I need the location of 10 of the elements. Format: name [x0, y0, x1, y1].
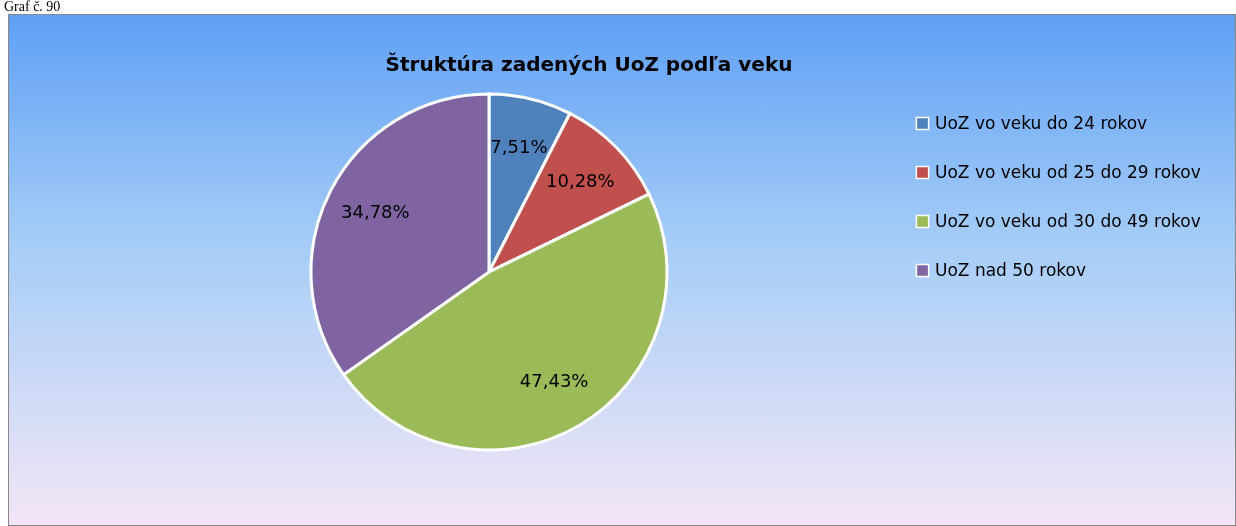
- data-label: 7,51%: [490, 135, 548, 157]
- data-label: 47,43%: [519, 370, 589, 392]
- data-label: 10,28%: [546, 170, 615, 192]
- legend-label: UoZ vo veku od 25 do 29 rokov: [935, 161, 1201, 182]
- text: Graf č. 90: [4, 0, 61, 14]
- legend-label: UoZ nad 50 rokov: [935, 259, 1087, 280]
- legend-label: UoZ vo veku od 30 do 49 rokov: [935, 210, 1201, 231]
- chart-title: Štruktúra zadených UoZ podľa veku: [385, 52, 793, 76]
- legend-label: UoZ vo veku do 24 rokov: [935, 112, 1148, 133]
- data-label: 34,78%: [341, 201, 410, 223]
